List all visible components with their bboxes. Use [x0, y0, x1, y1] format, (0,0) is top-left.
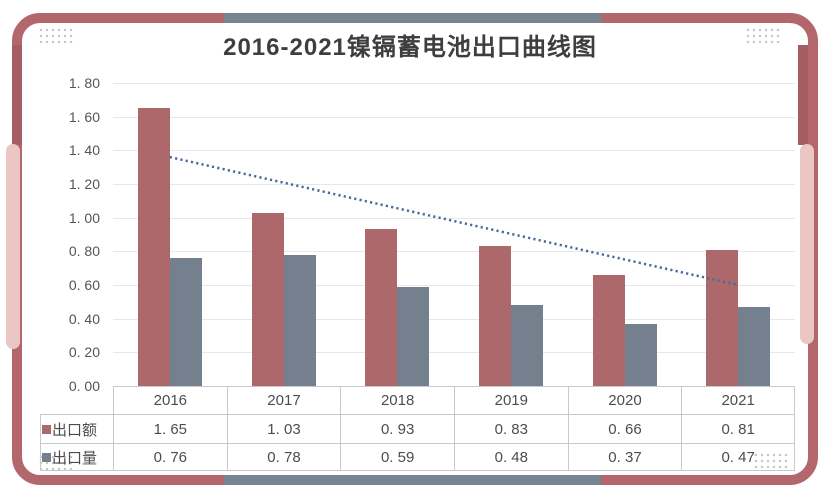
dot-grid-decoration-top-left: [38, 27, 73, 43]
value-cell: 0. 76: [113, 443, 227, 471]
y-tick-label: 0. 80: [68, 243, 100, 260]
legend-swatch-出口量: [42, 452, 51, 462]
y-tick-label: 0. 00: [68, 378, 100, 394]
bar-出口量-2016: [169, 258, 202, 386]
bar-出口额-2020: [592, 274, 625, 386]
y-tick-label: 0. 20: [68, 344, 100, 361]
value-cell: 0. 83: [453, 414, 568, 443]
gridline: [113, 184, 795, 185]
value-cell: 0. 81: [681, 414, 795, 443]
gridline: [113, 83, 795, 84]
y-tick-label: 1. 20: [68, 176, 100, 192]
bar-出口量-2021: [738, 306, 771, 386]
gridline: [113, 116, 795, 118]
series-name: 出口量: [52, 449, 98, 467]
year-header-cell: 2017: [226, 386, 341, 414]
bar-出口量-2020: [624, 323, 657, 386]
value-cell: 0. 93: [340, 414, 454, 443]
y-tick-label: 0. 60: [68, 277, 100, 293]
y-tick-label: 1. 60: [68, 108, 100, 125]
left-border-dark-segment: [12, 45, 22, 145]
data-table: 2016 2017 2018 2019 2020 2021 出口额 1. 65 1. 03 0. …: [40, 386, 795, 471]
y-tick-label: 1. 40: [68, 142, 100, 159]
year-header-cell: 2020: [567, 386, 682, 414]
gridline: [113, 352, 795, 354]
bar-出口量-2018: [397, 286, 430, 386]
y-tick-label: 1. 80: [68, 75, 100, 91]
value-cell: 0. 59: [340, 443, 454, 471]
y-tick-label: 1. 00: [68, 209, 100, 226]
trendline-path: [169, 155, 739, 287]
bar-出口额-2019: [478, 246, 511, 386]
right-border-dark-segment: [798, 45, 808, 145]
year-header-cell: 2016: [113, 386, 227, 414]
plot-area: [113, 83, 795, 386]
chart-title: 2016-2021镍镉蓄电池出口曲线图: [223, 34, 597, 61]
value-cell: 0. 78: [226, 443, 341, 471]
y-axis-labels: 0. 00 0. 20 0. 40 0. 60 0. 80 1. 00 1. 20 1. 40…: [36, 75, 106, 394]
trendline-dotted: [169, 155, 739, 287]
value-cell: 1. 65: [113, 414, 227, 443]
legend-swatch-出口额: [42, 424, 51, 434]
value-cell: 0. 66: [567, 414, 682, 443]
value-cell: 1. 03: [226, 414, 341, 443]
series-label-cell: 出口额: [40, 414, 113, 443]
value-cell: 0. 37: [567, 443, 682, 471]
series-label-cell: 出口量: [40, 443, 113, 471]
left-border-pink-tab: [6, 144, 20, 349]
series-name: 出口额: [52, 421, 98, 439]
bar-出口量-2019: [510, 305, 543, 386]
right-border-pink-tab: [800, 144, 814, 344]
year-header-cell: 2019: [453, 386, 568, 414]
value-cell: 0. 48: [453, 443, 568, 471]
table-corner-empty: [40, 386, 113, 414]
gridline: [113, 251, 795, 253]
top-border-gray-accent: [224, 13, 601, 23]
value-cell: 0. 47: [681, 443, 795, 471]
gridline: [113, 285, 795, 286]
bar-出口量-2017: [283, 254, 316, 386]
year-header-cell: 2018: [340, 386, 454, 414]
bar-出口额-2018: [365, 229, 398, 386]
gridline: [113, 217, 795, 219]
bar-出口额-2017: [251, 212, 284, 386]
gridline: [113, 150, 795, 152]
year-header-cell: 2021: [681, 386, 795, 414]
y-tick-label: 0. 40: [68, 310, 100, 327]
bar-出口额-2016: [137, 108, 170, 386]
bottom-border-gray-accent: [224, 475, 601, 485]
dot-grid-decoration-bottom-right: [753, 452, 788, 468]
gridline: [113, 318, 795, 320]
dot-grid-decoration-top-right: [745, 27, 780, 43]
bar-出口额-2021: [706, 249, 739, 386]
